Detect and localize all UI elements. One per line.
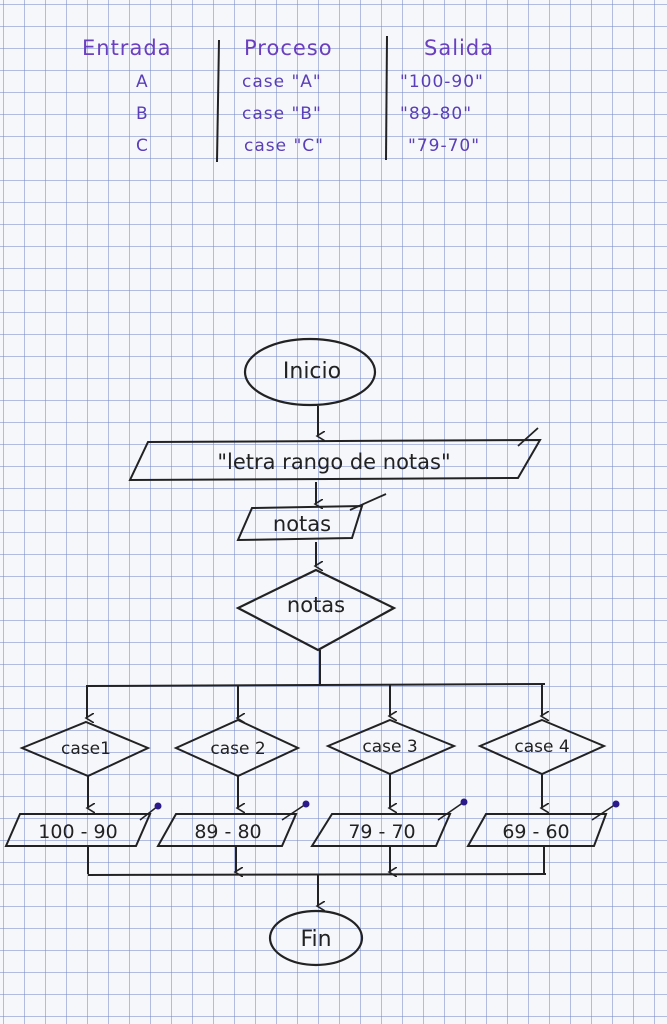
table-cell-proceso-3: case "C"	[244, 136, 324, 156]
output-shape-4	[466, 813, 608, 847]
case-label-4: case 4	[514, 737, 569, 757]
message-output-label: "letra rango de notas"	[217, 450, 450, 474]
bottom-merge-line	[87, 873, 547, 876]
case-label-3: case 3	[362, 737, 417, 757]
input-pen-stroke-icon	[349, 493, 387, 511]
table-divider-left	[216, 39, 220, 163]
start-terminal	[243, 337, 377, 407]
pen-tip-icon-4	[612, 800, 620, 808]
case-label-2: case 2	[210, 739, 265, 759]
output-label-4: 69 - 60	[502, 821, 569, 843]
decision-label: notas	[287, 593, 345, 617]
output-pen-stroke-icon-3	[437, 801, 465, 821]
output-pen-stroke-icon-4	[591, 803, 617, 821]
case-label-1: case1	[61, 739, 111, 759]
output-shape-1	[4, 813, 152, 847]
output-label-2: 89 - 80	[194, 821, 261, 843]
decision-diamond	[235, 568, 397, 652]
table-cell-entrada-2: B	[136, 104, 149, 124]
start-label: Inicio	[283, 359, 341, 384]
end-terminal	[268, 909, 364, 967]
table-cell-proceso-2: case "B"	[242, 104, 322, 124]
pen-tip-icon-1	[154, 802, 162, 810]
output-pen-stroke-icon-1	[139, 805, 159, 821]
top-distribution-line	[85, 683, 546, 687]
pen-tip-icon-3	[460, 798, 468, 806]
output-pen-stroke-icon-2	[281, 803, 307, 821]
input-label: notas	[273, 512, 331, 536]
pen-tip-icon-2	[302, 800, 310, 808]
table-header-proceso: Proceso	[244, 36, 333, 60]
end-label: Fin	[300, 927, 331, 952]
table-header-salida: Salida	[424, 36, 495, 60]
table-cell-salida-2: "89-80"	[400, 104, 473, 124]
message-output-shape	[128, 438, 542, 482]
output-label-1: 100 - 90	[38, 821, 117, 843]
input-shape	[236, 504, 364, 542]
table-cell-salida-1: "100-90"	[400, 72, 484, 92]
table-cell-entrada-1: A	[136, 72, 149, 92]
table-cell-salida-3: "79-70"	[408, 136, 481, 156]
output-shape-3	[310, 813, 452, 847]
table-divider-right	[385, 35, 388, 161]
table-header-entrada: Entrada	[82, 36, 172, 60]
table-cell-entrada-3: C	[136, 136, 149, 156]
table-cell-proceso-1: case "A"	[242, 72, 322, 92]
output-label-3: 79 - 70	[348, 821, 415, 843]
message-pen-stroke-icon	[517, 427, 539, 447]
output-shape-2	[156, 813, 298, 847]
